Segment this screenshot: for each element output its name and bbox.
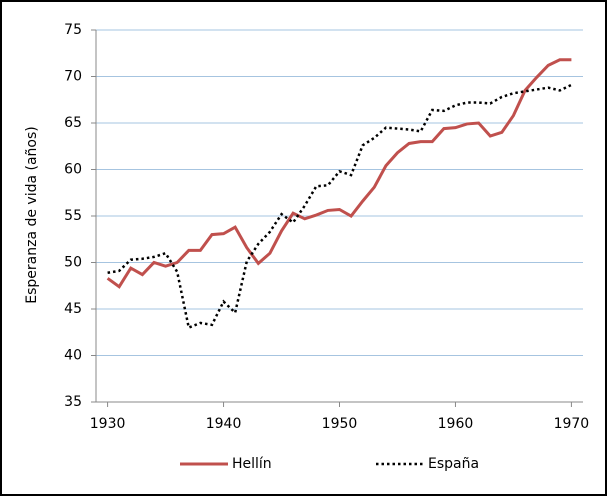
x-tick-label: 1960	[438, 416, 474, 432]
x-tick-label: 1930	[90, 416, 126, 432]
x-tick-label: 1970	[554, 416, 590, 432]
y-tick-label: 70	[64, 69, 82, 85]
legend-label: Hellín	[232, 456, 272, 472]
x-tick-label: 1940	[206, 416, 242, 432]
legend-label: España	[428, 456, 479, 472]
y-tick-label: 75	[64, 22, 82, 38]
y-tick-label: 40	[64, 348, 82, 364]
y-tick-label: 50	[64, 255, 82, 271]
y-axis-label: Esperanza de vida (años)	[24, 126, 40, 304]
y-tick-label: 60	[64, 162, 82, 178]
y-tick-label: 55	[64, 208, 82, 224]
y-tick-label: 35	[64, 394, 82, 410]
x-tick-label: 1950	[322, 416, 358, 432]
series-line	[107, 83, 572, 330]
series-line	[106, 58, 572, 289]
y-tick-label: 65	[64, 115, 82, 131]
y-tick-label: 45	[64, 301, 82, 317]
